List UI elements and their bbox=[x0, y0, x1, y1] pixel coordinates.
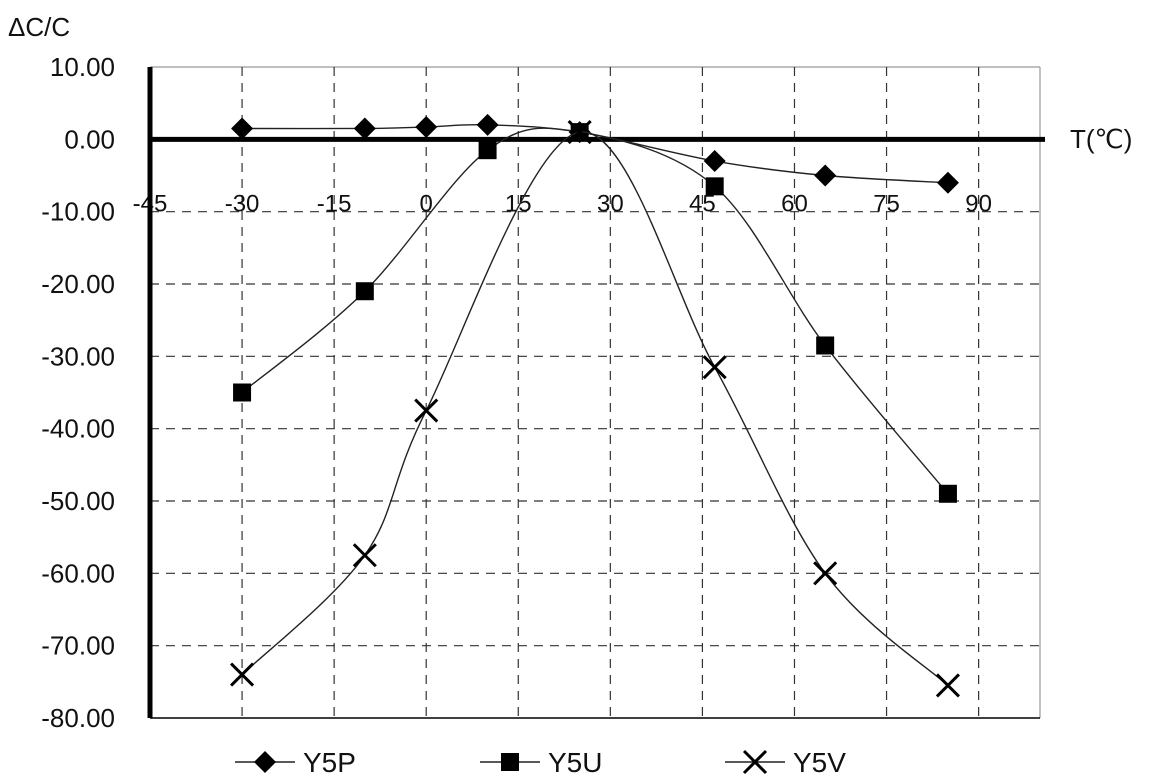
data-point-y5v bbox=[702, 355, 727, 380]
y-tick-label: -50.00 bbox=[41, 486, 115, 516]
y-tick-labels: 10.00 0.00 -10.00 -20.00 -30.00 -40.00 -50.00 -… bbox=[41, 52, 115, 733]
y-tick-label: -30.00 bbox=[41, 341, 115, 371]
x-marker-stroke bbox=[702, 355, 727, 380]
data-point-y5v bbox=[935, 673, 960, 698]
legend: Y5P Y5U Y5V bbox=[235, 747, 846, 778]
x-axis-label: T(℃) bbox=[1070, 124, 1132, 154]
data-point-y5p bbox=[476, 113, 499, 136]
legend-label-y5v: Y5V bbox=[793, 747, 846, 778]
data-point-y5p bbox=[814, 164, 837, 187]
data-point-y5v bbox=[352, 543, 377, 568]
y-axis-label: ΔC/C bbox=[8, 12, 70, 42]
data-point-y5u bbox=[705, 177, 724, 196]
data-point-y5u bbox=[816, 336, 835, 355]
x-marker-stroke bbox=[567, 120, 592, 145]
data-point-y5p bbox=[353, 117, 376, 140]
grid bbox=[150, 66, 1041, 718]
y-tick-label: -20.00 bbox=[41, 269, 115, 299]
x-tick-label: 15 bbox=[505, 190, 532, 217]
data-point-y5u bbox=[233, 383, 252, 402]
y-tick-label: -60.00 bbox=[41, 558, 115, 588]
y-tick-label: 0.00 bbox=[64, 124, 115, 154]
x-marker-stroke bbox=[414, 398, 439, 423]
x-tick-label: 30 bbox=[597, 190, 624, 217]
y-tick-label: -10.00 bbox=[41, 197, 115, 227]
data-point-y5u bbox=[938, 484, 957, 503]
y-tick-label: 10.00 bbox=[50, 52, 115, 82]
legend-label-y5p: Y5P bbox=[303, 747, 356, 778]
legend-marker-y5v bbox=[742, 749, 768, 775]
y-tick-label: -70.00 bbox=[41, 631, 115, 661]
data-point-y5p bbox=[703, 150, 726, 173]
x-marker-stroke bbox=[935, 673, 960, 698]
x-marker-stroke bbox=[742, 749, 768, 775]
y-tick-label: -80.00 bbox=[41, 703, 115, 733]
data-point-y5u bbox=[355, 282, 374, 301]
legend-marker-y5u bbox=[501, 753, 519, 771]
series-group bbox=[230, 113, 960, 698]
legend-marker-y5p bbox=[254, 751, 276, 773]
x-tick-label: 90 bbox=[965, 190, 992, 217]
data-point-y5p bbox=[415, 116, 438, 139]
data-point-y5v bbox=[813, 561, 838, 586]
x-tick-label: 75 bbox=[873, 190, 900, 217]
x-tick-label: -30 bbox=[225, 190, 260, 217]
series-line-y5p bbox=[242, 123, 948, 184]
x-tick-label: 0 bbox=[420, 190, 433, 217]
data-point-y5v bbox=[567, 120, 592, 145]
data-point-y5p bbox=[936, 171, 959, 194]
x-marker-stroke bbox=[352, 543, 377, 568]
x-marker-stroke bbox=[230, 662, 255, 687]
legend-label-y5u: Y5U bbox=[548, 747, 602, 778]
series-line-y5u bbox=[241, 127, 949, 495]
x-tick-label: 60 bbox=[781, 190, 808, 217]
data-point-y5u bbox=[478, 141, 497, 160]
y-tick-label: -40.00 bbox=[41, 414, 115, 444]
data-point-y5v bbox=[414, 398, 439, 423]
axes bbox=[147, 67, 1045, 719]
data-point-y5p bbox=[231, 117, 254, 140]
data-point-y5v bbox=[230, 662, 255, 687]
x-marker-stroke bbox=[813, 561, 838, 586]
x-tick-label: -15 bbox=[317, 190, 352, 217]
